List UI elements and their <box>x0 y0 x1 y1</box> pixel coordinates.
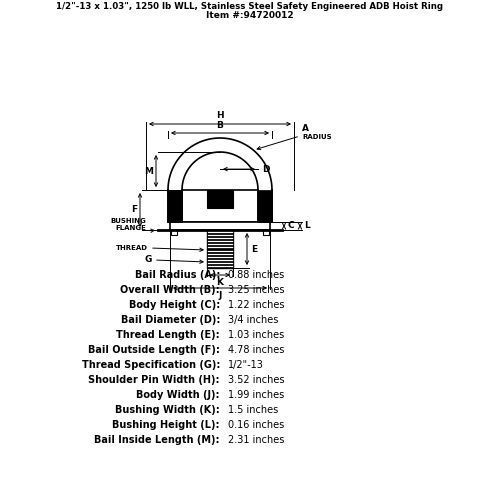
Polygon shape <box>258 190 272 222</box>
Text: D: D <box>262 164 270 173</box>
Text: F: F <box>131 206 137 214</box>
Polygon shape <box>182 190 258 222</box>
Text: J: J <box>218 291 222 300</box>
Text: THREAD: THREAD <box>116 245 148 251</box>
Text: G: G <box>144 256 152 264</box>
Text: 0.88 inches: 0.88 inches <box>228 270 284 280</box>
Text: Bail Radius (A):: Bail Radius (A): <box>134 270 220 280</box>
Text: E: E <box>251 244 257 254</box>
Text: C: C <box>288 222 294 230</box>
Text: 3/4 inches: 3/4 inches <box>228 315 278 325</box>
Text: RADIUS: RADIUS <box>302 134 332 140</box>
Text: Overall Width (B):: Overall Width (B): <box>120 285 220 295</box>
Polygon shape <box>207 230 233 268</box>
Polygon shape <box>207 190 233 208</box>
Text: M: M <box>144 166 153 175</box>
Text: Thread Length (E):: Thread Length (E): <box>116 330 220 340</box>
Text: 3.25 inches: 3.25 inches <box>228 285 284 295</box>
Text: 4.78 inches: 4.78 inches <box>228 345 284 355</box>
Text: Bushing Height (L):: Bushing Height (L): <box>112 420 220 430</box>
Text: Body Height (C):: Body Height (C): <box>129 300 220 310</box>
Text: 1.5 inches: 1.5 inches <box>228 405 278 415</box>
Text: 0.16 inches: 0.16 inches <box>228 420 284 430</box>
Text: Body Width (J):: Body Width (J): <box>136 390 220 400</box>
Text: 1.22 inches: 1.22 inches <box>228 300 284 310</box>
Text: B: B <box>216 121 224 130</box>
Text: H: H <box>216 111 224 120</box>
Text: 1.99 inches: 1.99 inches <box>228 390 284 400</box>
Text: Bail Outside Length (F):: Bail Outside Length (F): <box>88 345 220 355</box>
Text: Shoulder Pin Width (H):: Shoulder Pin Width (H): <box>88 375 220 385</box>
Text: FLANGE: FLANGE <box>115 225 146 231</box>
Text: 2.31 inches: 2.31 inches <box>228 435 284 445</box>
Text: 1/2"-13: 1/2"-13 <box>228 360 264 370</box>
Text: A: A <box>302 124 309 133</box>
Text: Item #:94720012: Item #:94720012 <box>206 11 294 20</box>
Text: Bushing Width (K):: Bushing Width (K): <box>115 405 220 415</box>
Text: Bail Diameter (D):: Bail Diameter (D): <box>120 315 220 325</box>
Polygon shape <box>168 190 182 222</box>
Text: 1/2"-13 x 1.03", 1250 lb WLL, Stainless Steel Safety Engineered ADB Hoist Ring: 1/2"-13 x 1.03", 1250 lb WLL, Stainless … <box>56 2 444 11</box>
Polygon shape <box>170 222 270 230</box>
Polygon shape <box>263 230 269 235</box>
Text: L: L <box>304 222 310 230</box>
Polygon shape <box>171 230 177 235</box>
Text: Thread Specification (G):: Thread Specification (G): <box>82 360 220 370</box>
Text: 3.52 inches: 3.52 inches <box>228 375 284 385</box>
Text: BUSHING: BUSHING <box>110 218 146 224</box>
Text: 1.03 inches: 1.03 inches <box>228 330 284 340</box>
Text: K: K <box>216 278 224 287</box>
Text: Bail Inside Length (M):: Bail Inside Length (M): <box>94 435 220 445</box>
